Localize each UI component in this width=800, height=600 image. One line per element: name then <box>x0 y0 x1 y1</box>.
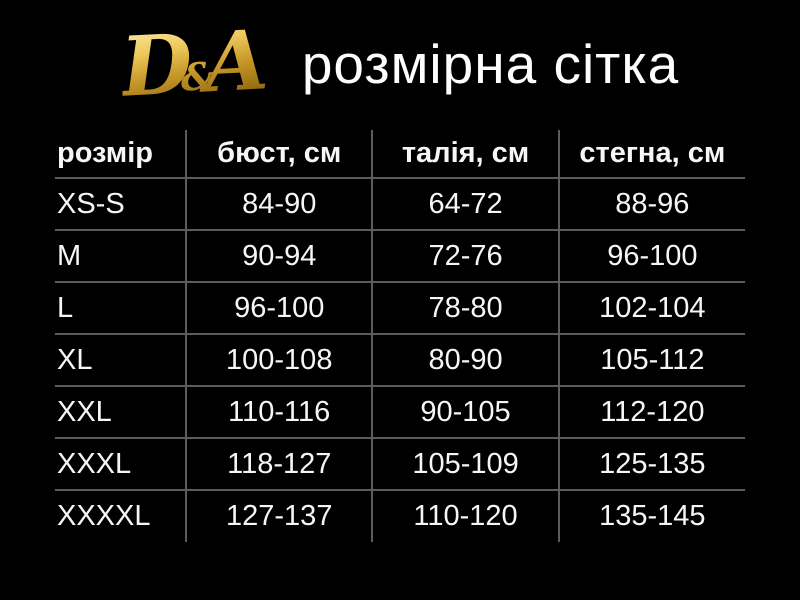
bust-cell: 127-137 <box>185 489 373 542</box>
header-row: розмір бюст, см талія, см стегна, см <box>55 130 745 178</box>
table-header: розмір бюст, см талія, см стегна, см <box>55 130 745 178</box>
size-cell: XS-S <box>55 177 187 230</box>
size-chart-table: розмір бюст, см талія, см стегна, см XS-… <box>55 130 745 542</box>
bust-cell: 90-94 <box>185 229 373 282</box>
brand-logo: D&A <box>119 19 270 109</box>
waist-cell: 105-109 <box>371 437 559 490</box>
table-row: XXL 110-116 90-105 112-120 <box>55 385 745 438</box>
size-cell: XL <box>55 333 187 386</box>
bust-cell: 84-90 <box>185 177 373 230</box>
hips-cell: 105-112 <box>557 333 745 386</box>
waist-cell: 90-105 <box>371 385 559 438</box>
table-row: XXXL 118-127 105-109 125-135 <box>55 437 745 490</box>
bust-cell: 118-127 <box>185 437 373 490</box>
hips-cell: 102-104 <box>557 281 745 334</box>
size-cell: M <box>55 229 187 282</box>
brand-bar: D&A розмірна сітка <box>0 0 800 122</box>
hips-cell: 112-120 <box>557 385 745 438</box>
table-row: XL 100-108 80-90 105-112 <box>55 333 745 386</box>
table-row: XS-S 84-90 64-72 88-96 <box>55 177 745 230</box>
table-row: L 96-100 78-80 102-104 <box>55 281 745 334</box>
waist-cell: 110-120 <box>371 489 559 542</box>
size-cell: L <box>55 281 187 334</box>
column-header-waist: талія, см <box>371 130 559 178</box>
hips-cell: 135-145 <box>557 489 745 542</box>
hips-cell: 88-96 <box>557 177 745 230</box>
waist-cell: 64-72 <box>371 177 559 230</box>
waist-cell: 72-76 <box>371 229 559 282</box>
hips-cell: 125-135 <box>557 437 745 490</box>
size-cell: XXXL <box>55 437 187 490</box>
size-cell: XXL <box>55 385 187 438</box>
table-body: XS-S 84-90 64-72 88-96 M 90-94 72-76 96-… <box>55 177 745 542</box>
bust-cell: 96-100 <box>185 281 373 334</box>
page-title: розмірна сітка <box>301 33 680 95</box>
table-row: M 90-94 72-76 96-100 <box>55 229 745 282</box>
column-header-size: розмір <box>57 137 153 169</box>
size-cell: XXXXL <box>55 489 187 542</box>
bust-cell: 100-108 <box>185 333 373 386</box>
column-header-hips: стегна, см <box>557 130 745 178</box>
hips-cell: 96-100 <box>557 229 745 282</box>
table-row: XXXXL 127-137 110-120 135-145 <box>55 489 745 542</box>
bust-cell: 110-116 <box>185 385 373 438</box>
column-header-bust: бюст, см <box>185 130 373 178</box>
logo-letter-a: A <box>201 12 271 112</box>
waist-cell: 78-80 <box>371 281 559 334</box>
waist-cell: 80-90 <box>371 333 559 386</box>
